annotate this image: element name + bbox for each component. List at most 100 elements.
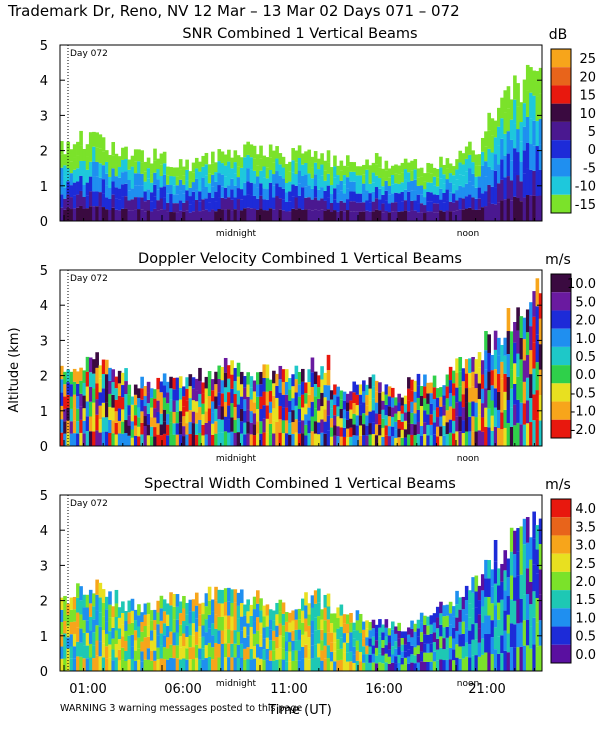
data-cell [268, 434, 273, 446]
data-cell [394, 656, 398, 664]
data-cell [317, 629, 321, 644]
data-cell [275, 183, 279, 197]
data-cell [294, 419, 299, 433]
data-cell [207, 600, 212, 615]
data-cell [243, 659, 247, 671]
data-cell [188, 410, 193, 423]
data-cell [301, 634, 305, 647]
data-cell [268, 423, 273, 435]
data-cell [493, 627, 498, 650]
data-cell [185, 423, 189, 435]
data-cell [178, 179, 183, 191]
data-cell [468, 181, 472, 195]
data-cell [175, 658, 180, 671]
data-cell [339, 170, 344, 181]
data-cell [92, 645, 96, 659]
data-cell [445, 200, 450, 211]
data-cell [468, 168, 472, 182]
data-cell [435, 617, 440, 629]
data-cell [63, 645, 67, 659]
data-cell [124, 620, 128, 631]
data-cell [313, 162, 318, 175]
data-cell [435, 177, 440, 187]
data-cell [432, 212, 437, 221]
data-cell [133, 425, 138, 436]
data-cell [114, 434, 119, 446]
data-cell [172, 593, 177, 607]
data-cell [509, 647, 514, 671]
data-cell [416, 194, 421, 204]
data-cell [397, 662, 402, 671]
data-cell [108, 188, 112, 199]
data-cell [92, 161, 96, 177]
colorbar-segment [551, 553, 571, 572]
data-cell [88, 132, 93, 147]
data-cell [288, 641, 292, 652]
data-cell [227, 161, 231, 174]
data-cell [384, 636, 389, 646]
data-cell [464, 431, 469, 446]
data-cell [233, 407, 238, 421]
data-cell [262, 432, 267, 446]
data-cell [397, 165, 402, 175]
data-cell [390, 629, 395, 638]
data-cell [82, 197, 87, 209]
data-cell [108, 631, 112, 645]
data-cell [185, 377, 189, 389]
data-cell [419, 185, 424, 195]
data-cell [313, 644, 318, 658]
data-cell [480, 417, 485, 432]
data-cell [194, 605, 199, 619]
data-cell [76, 181, 80, 195]
data-cell [455, 657, 459, 671]
data-cell [458, 162, 463, 175]
data-cell [159, 620, 164, 634]
data-cell [390, 174, 395, 185]
data-cell [394, 192, 398, 203]
data-cell [249, 157, 254, 170]
data-cell [519, 122, 524, 142]
data-cell [230, 178, 234, 190]
data-cell [272, 620, 276, 631]
data-cell [98, 192, 103, 207]
data-cell [471, 416, 475, 432]
data-cell [333, 622, 337, 633]
data-cell [333, 613, 337, 623]
data-cell [407, 663, 411, 671]
y-tick-label: 2 [40, 595, 48, 610]
data-cell [275, 659, 279, 671]
data-cell [159, 164, 164, 177]
data-cell [214, 642, 218, 657]
data-cell [513, 342, 517, 364]
data-cell [133, 405, 138, 416]
data-cell [384, 425, 389, 436]
data-cell [532, 145, 536, 171]
data-cell [358, 623, 363, 633]
data-cell [169, 411, 173, 423]
data-cell [307, 433, 312, 446]
data-cell [419, 194, 424, 204]
data-cell [69, 197, 74, 210]
data-cell [79, 628, 83, 643]
data-cell [236, 199, 241, 211]
data-cell [217, 392, 222, 406]
data-cell [419, 622, 424, 633]
data-cell [124, 368, 128, 382]
data-cell [345, 411, 350, 420]
data-cell [538, 569, 543, 595]
data-cell [490, 430, 495, 446]
data-cell [419, 426, 424, 436]
data-cell [204, 645, 209, 659]
data-cell [182, 386, 186, 397]
data-cell [281, 394, 286, 408]
data-cell [304, 414, 308, 425]
data-cell [426, 162, 430, 173]
data-cell [345, 437, 350, 446]
data-cell [288, 632, 292, 642]
data-cell [307, 420, 312, 434]
data-cell [85, 645, 90, 659]
data-cell [156, 400, 161, 412]
data-cell [117, 649, 122, 661]
colorbar-label: 0.5 [575, 630, 596, 645]
data-cell [230, 616, 234, 631]
